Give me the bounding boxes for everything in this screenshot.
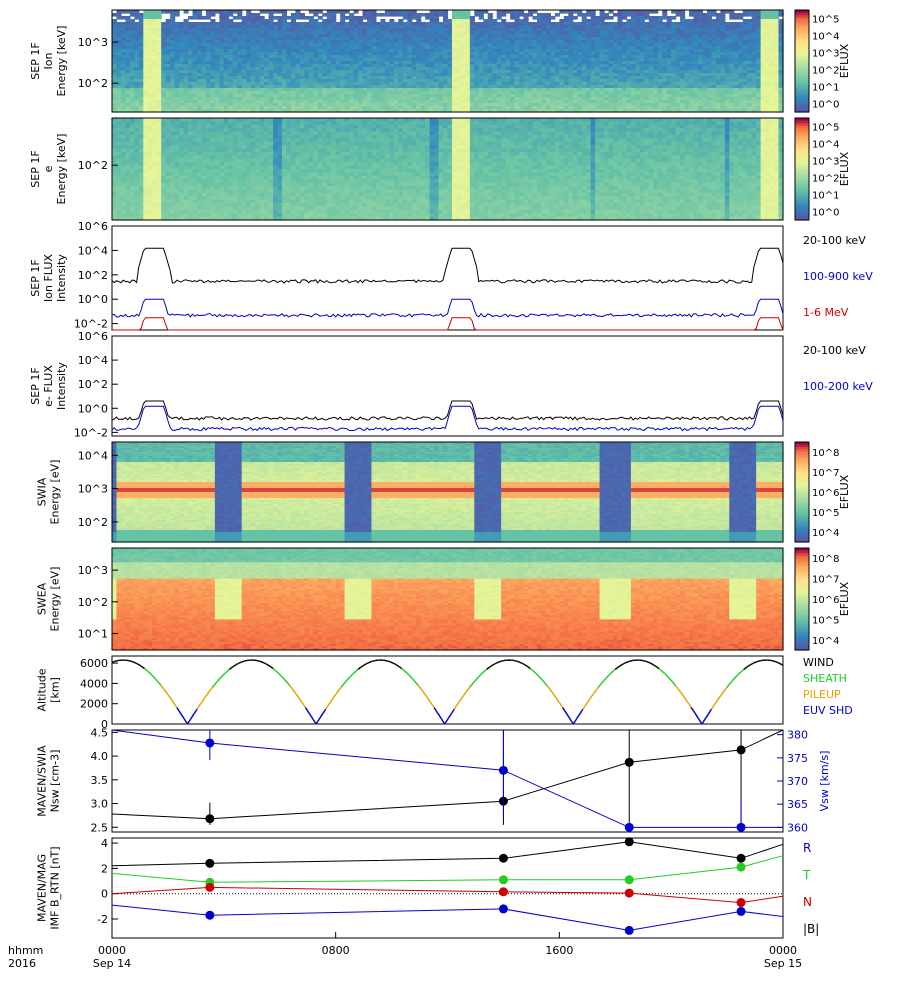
spectrogram-cell (376, 13, 381, 17)
sep-ion-spectrogram (112, 10, 784, 113)
spectrogram-cell (300, 16, 305, 20)
spectrogram-cell (210, 13, 215, 17)
spectrogram-cell (112, 13, 117, 17)
spectrogram-cell (278, 10, 283, 14)
spectrogram-cell (233, 10, 238, 14)
spectrogram-cell (273, 10, 278, 14)
spectrogram-cell (309, 10, 314, 14)
spectrogram-cell (412, 16, 417, 20)
spectrogram-cell (318, 16, 323, 20)
spectrogram-cell (398, 13, 403, 17)
spectrogram-cell (286, 16, 291, 20)
spectrogram-cell (363, 16, 368, 20)
spectrogram-cell (273, 16, 278, 20)
spectrogram-cell (345, 16, 350, 20)
spectrogram-cell (389, 13, 394, 17)
spectrogram-cell (184, 10, 189, 14)
spectrogram-cell (260, 10, 265, 14)
spectrogram-cell (421, 13, 426, 17)
spectrogram-cell (166, 10, 171, 14)
spectrogram-cell (215, 10, 220, 14)
spectrogram-cell (116, 16, 121, 20)
spectrogram-cell (345, 10, 350, 14)
spectrogram-cell (385, 13, 390, 17)
spectrogram-cell (313, 13, 318, 17)
spectrogram-cell (193, 16, 198, 20)
maven-summary-plot: SEP 1F Ion Energy [keV] SEP 1F e Energy [keV]… (0, 0, 900, 1000)
spectrogram-cell (322, 13, 327, 17)
spectrogram-cell (161, 10, 166, 14)
spectrogram-cell (394, 13, 399, 17)
spectrogram-cell (380, 13, 385, 17)
spectrogram-cell (197, 16, 202, 20)
spectrogram-cell (233, 16, 238, 20)
spectrogram-cell (336, 10, 341, 14)
spectrogram-cell (304, 16, 309, 20)
spectrogram-cell (403, 16, 408, 20)
spectrogram-cell (295, 16, 300, 20)
spectrogram-cell (264, 10, 269, 14)
spectrogram-cell (125, 10, 130, 14)
spectrogram-cell (121, 10, 126, 14)
spectrogram-cell (318, 10, 323, 14)
spectrogram-cell (228, 13, 233, 17)
spectrogram-cell (121, 16, 126, 20)
plot-canvas: SEP 1F Ion Energy [keV]SEP 1F e Energy [keV]… (0, 0, 900, 1000)
spectrogram-cell (130, 13, 135, 17)
spectrogram-cell (201, 16, 206, 20)
spectrogram-cell (134, 16, 139, 20)
spectrogram-cell (206, 16, 211, 20)
spectrogram-cell (237, 16, 242, 20)
spectrogram-cell (188, 16, 193, 20)
spectrogram-cell (175, 13, 180, 17)
spectrogram-cell (425, 16, 430, 20)
spectrogram-cell (354, 10, 359, 14)
